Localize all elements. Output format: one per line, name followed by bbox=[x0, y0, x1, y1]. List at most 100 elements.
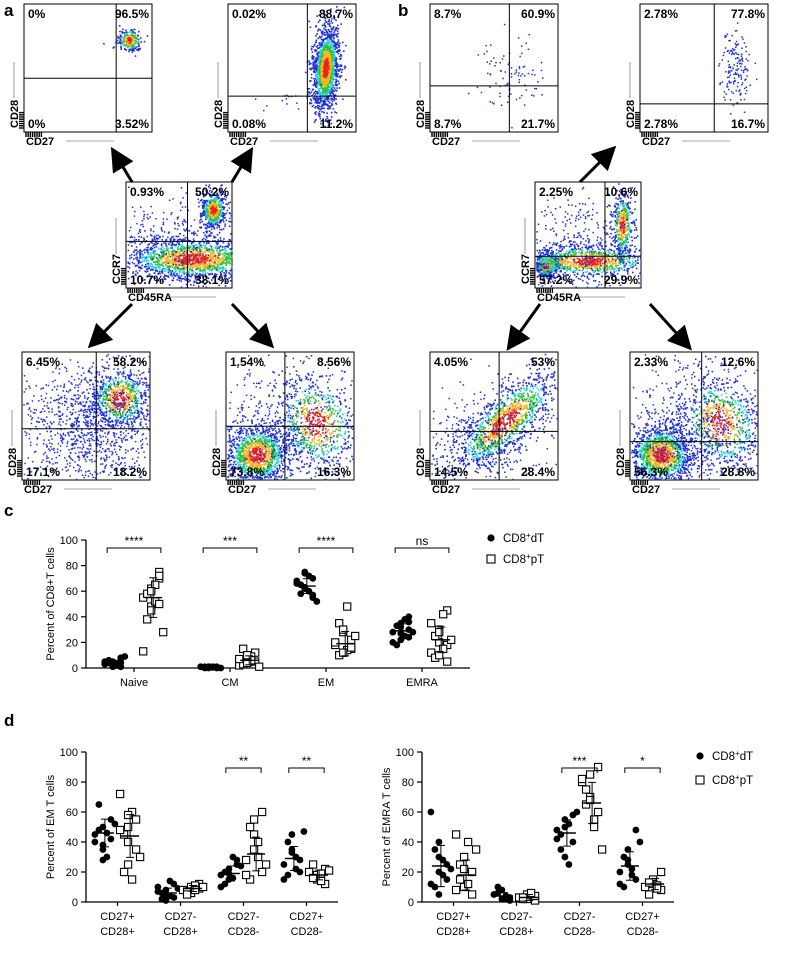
event-dot bbox=[120, 42, 122, 44]
event-dot bbox=[146, 419, 148, 421]
event-dot bbox=[312, 51, 314, 53]
event-dot bbox=[169, 200, 171, 202]
event-dot bbox=[144, 259, 146, 261]
event-dot bbox=[99, 374, 101, 376]
event-dot bbox=[167, 256, 169, 258]
event-dot bbox=[184, 251, 186, 253]
event-dot bbox=[185, 267, 187, 269]
event-dot bbox=[124, 41, 126, 43]
event-dot bbox=[181, 245, 183, 247]
event-dot bbox=[91, 366, 93, 368]
event-dot bbox=[87, 409, 89, 411]
event-dot bbox=[314, 64, 316, 66]
event-dot bbox=[206, 237, 208, 239]
event-dot bbox=[207, 223, 209, 225]
event-dot bbox=[316, 75, 318, 77]
event-dot bbox=[156, 267, 158, 269]
event-dot bbox=[210, 235, 212, 237]
event-dot bbox=[209, 202, 211, 204]
event-dot bbox=[225, 250, 227, 252]
event-dot bbox=[209, 213, 211, 215]
event-dot bbox=[188, 281, 190, 283]
event-dot bbox=[315, 119, 317, 121]
x-axis-label: CD45RA bbox=[128, 292, 172, 304]
event-dot bbox=[203, 232, 205, 234]
event-dot bbox=[145, 379, 147, 381]
event-dot bbox=[144, 249, 146, 251]
event-dot bbox=[181, 248, 183, 250]
event-dot bbox=[331, 31, 333, 33]
event-dot bbox=[94, 408, 96, 410]
event-dot bbox=[192, 260, 194, 262]
event-dot bbox=[319, 55, 321, 57]
event-dot bbox=[326, 88, 328, 90]
event-dot bbox=[329, 25, 331, 27]
event-dot bbox=[331, 87, 333, 89]
event-dot bbox=[220, 237, 222, 239]
event-dot bbox=[315, 113, 317, 115]
event-dot bbox=[133, 44, 135, 46]
event-dot bbox=[135, 48, 137, 50]
event-dot bbox=[180, 251, 182, 253]
event-dot bbox=[313, 97, 315, 99]
event-dot bbox=[216, 204, 218, 206]
event-dot bbox=[212, 200, 214, 202]
event-dot bbox=[216, 250, 218, 252]
event-dot bbox=[315, 78, 317, 80]
event-dot bbox=[201, 221, 203, 223]
event-dot bbox=[320, 53, 322, 55]
event-dot bbox=[118, 387, 120, 389]
event-dot bbox=[164, 251, 166, 253]
event-dot bbox=[75, 384, 77, 386]
event-dot bbox=[134, 32, 136, 34]
event-dot bbox=[195, 261, 197, 263]
event-dot bbox=[143, 211, 145, 213]
event-dot bbox=[317, 63, 319, 65]
event-dot bbox=[138, 414, 140, 416]
event-dot bbox=[198, 268, 200, 270]
event-dot bbox=[103, 43, 105, 45]
event-dot bbox=[309, 88, 311, 90]
event-dot bbox=[183, 253, 185, 255]
event-dot bbox=[220, 214, 222, 216]
event-dot bbox=[173, 244, 175, 246]
event-dot bbox=[127, 416, 129, 418]
event-dot bbox=[132, 395, 134, 397]
event-dot bbox=[328, 81, 330, 83]
event-dot bbox=[150, 269, 152, 271]
event-dot bbox=[126, 392, 128, 394]
event-dot bbox=[91, 373, 93, 375]
event-dot bbox=[318, 61, 320, 63]
event-dot bbox=[313, 61, 315, 63]
event-dot bbox=[199, 227, 201, 229]
event-dot bbox=[88, 392, 90, 394]
event-dot bbox=[318, 80, 320, 82]
event-dot bbox=[154, 254, 156, 256]
event-dot bbox=[119, 31, 121, 33]
event-dot bbox=[147, 244, 149, 246]
event-dot bbox=[339, 45, 341, 47]
event-dot bbox=[333, 108, 335, 110]
event-dot bbox=[174, 251, 176, 253]
event-dot bbox=[93, 386, 95, 388]
event-dot bbox=[183, 259, 185, 261]
event-dot bbox=[183, 224, 185, 226]
event-dot bbox=[203, 252, 205, 254]
event-dot bbox=[162, 264, 164, 266]
event-dot bbox=[144, 41, 146, 43]
event-dot bbox=[227, 210, 229, 212]
event-dot bbox=[339, 58, 341, 60]
event-dot bbox=[146, 269, 148, 271]
event-dot bbox=[317, 105, 319, 107]
event-dot bbox=[104, 459, 106, 461]
event-dot bbox=[196, 247, 198, 249]
event-dot bbox=[305, 72, 307, 74]
event-dot bbox=[223, 242, 225, 244]
event-dot bbox=[255, 98, 257, 100]
event-dot bbox=[325, 104, 327, 106]
event-dot bbox=[331, 40, 333, 42]
event-dot bbox=[317, 86, 319, 88]
event-dot bbox=[331, 53, 333, 55]
event-dot bbox=[206, 200, 208, 202]
event-dot bbox=[137, 265, 139, 267]
